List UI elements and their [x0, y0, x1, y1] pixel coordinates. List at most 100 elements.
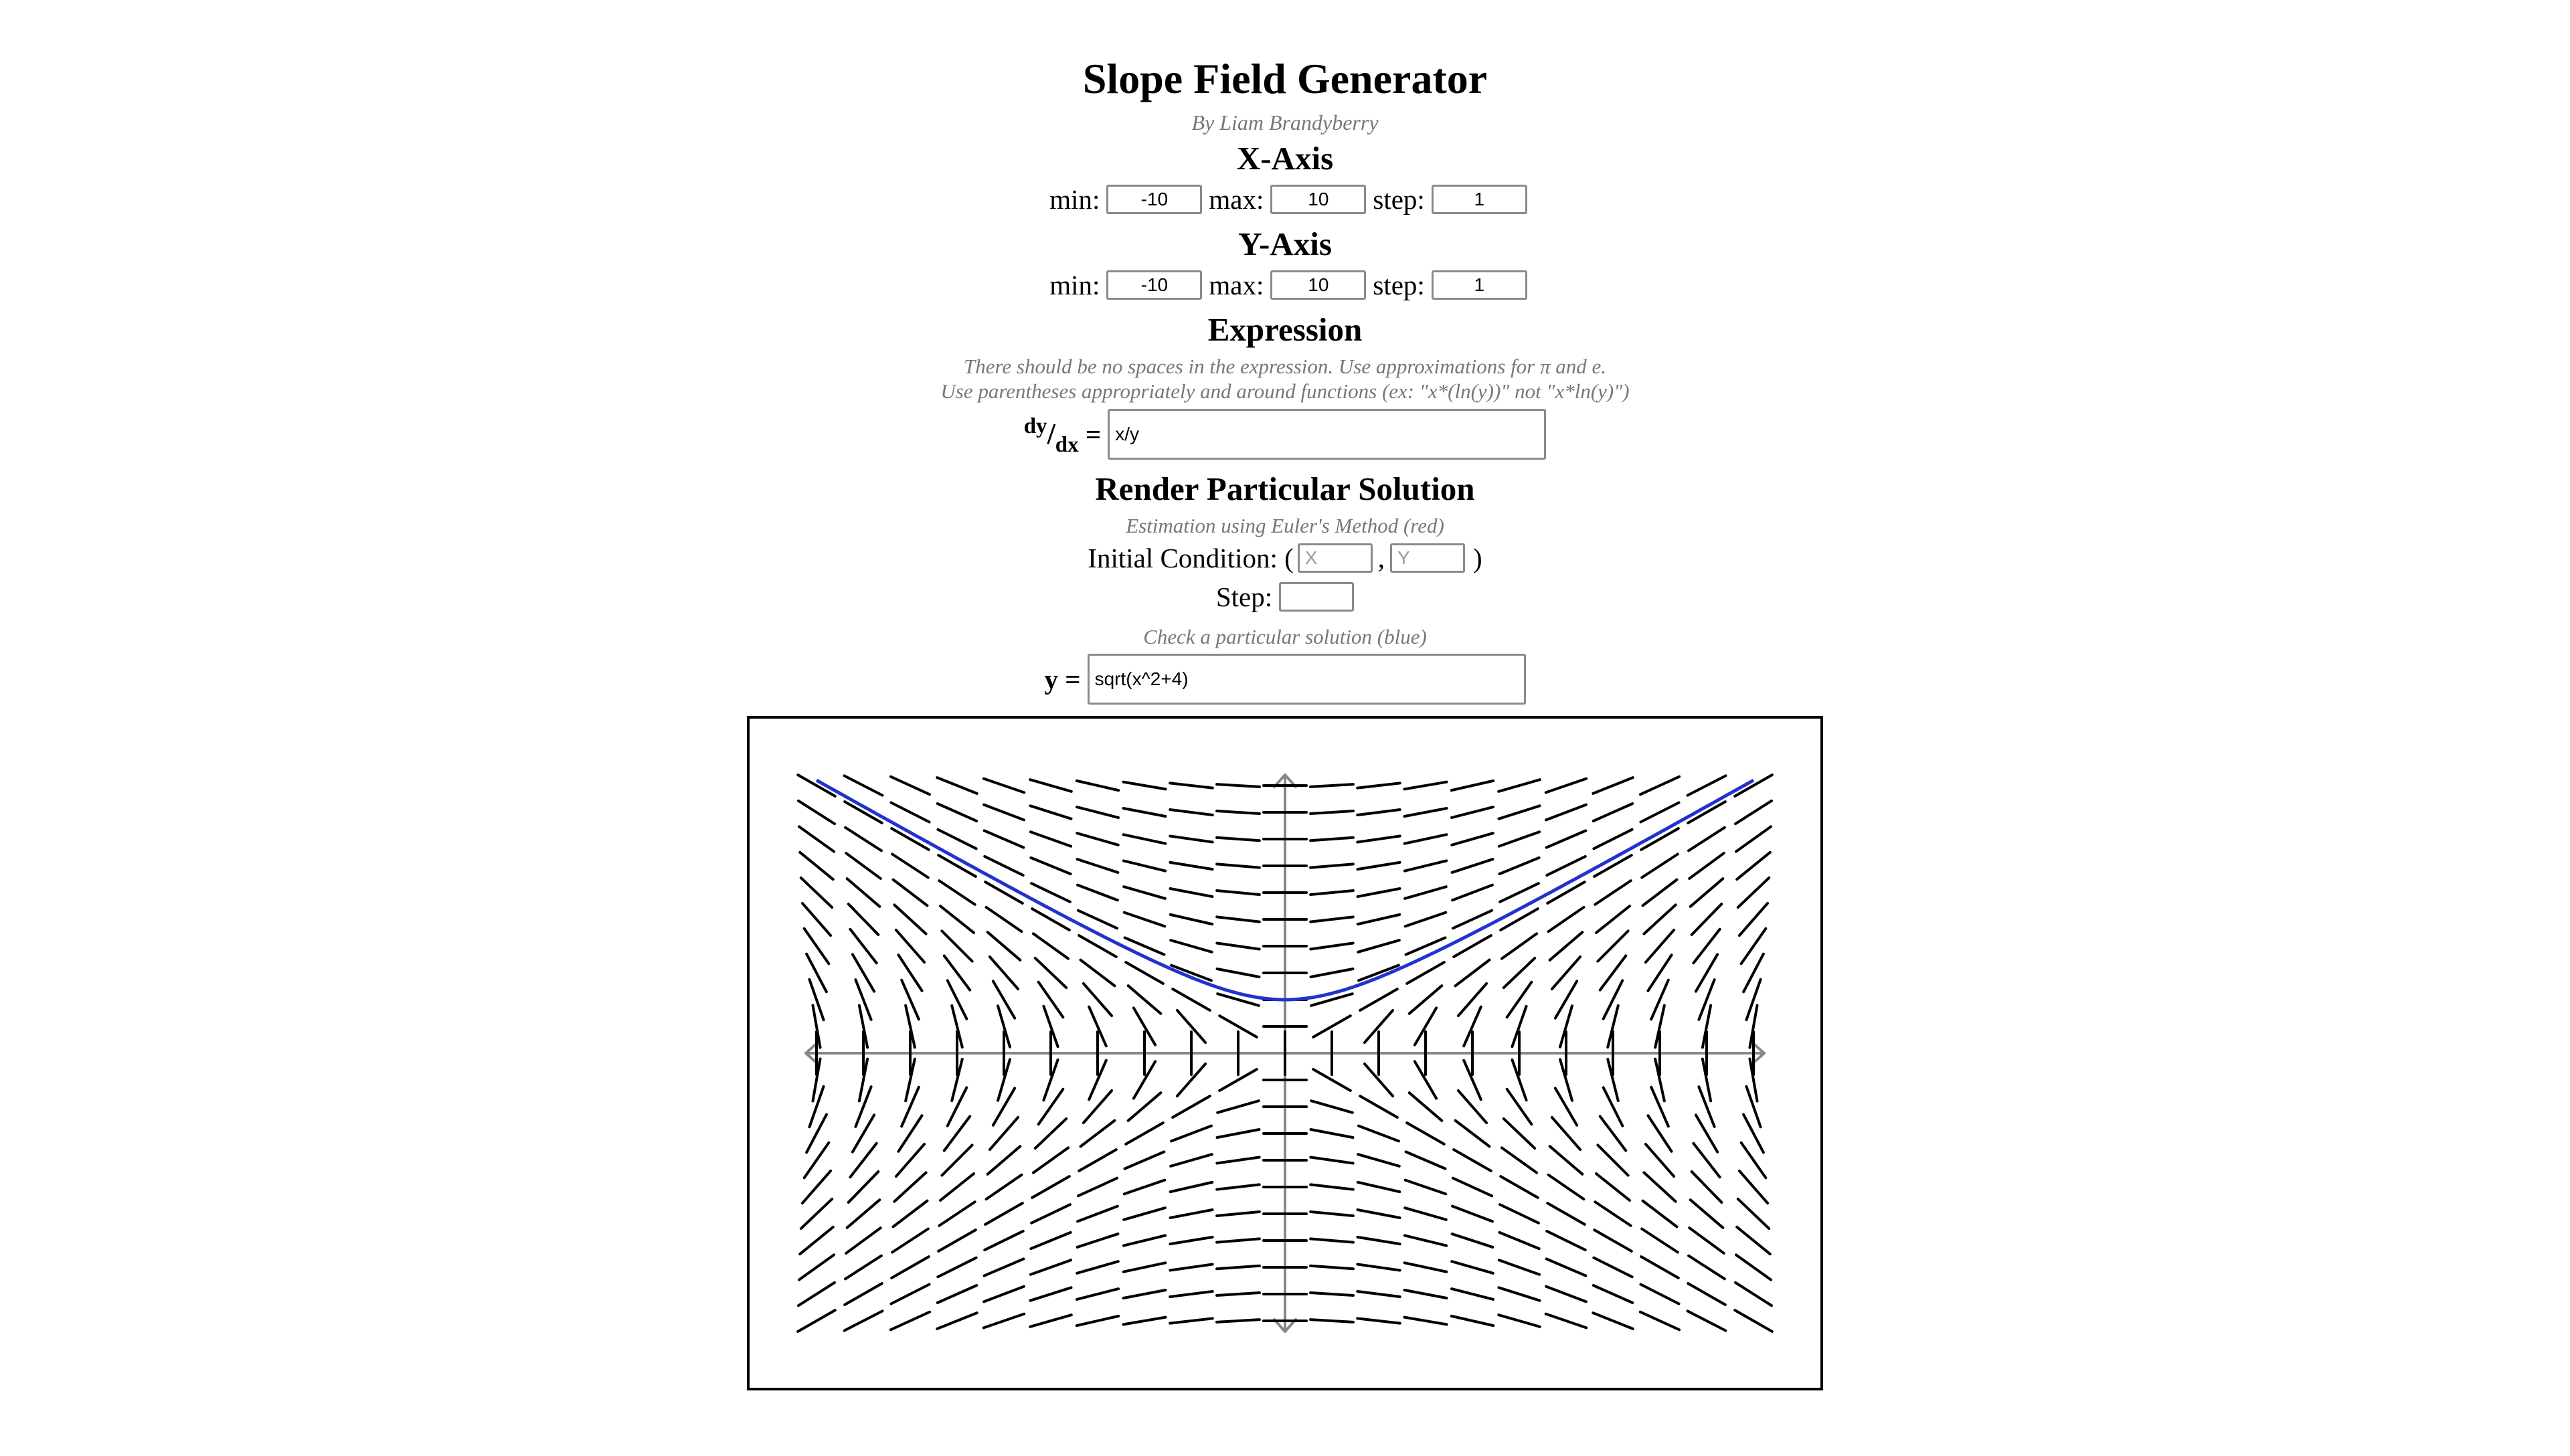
expression-note-2: Use parentheses appropriately and around…: [940, 379, 1630, 403]
slope-segment: [1450, 858, 1494, 874]
x-step-input[interactable]: [1431, 185, 1527, 214]
expression-input[interactable]: [1108, 409, 1547, 460]
x-min-label: min:: [1049, 183, 1100, 215]
slope-segment: [805, 1113, 828, 1154]
slope-segment: [1742, 952, 1765, 994]
slope-segment: [950, 1057, 964, 1103]
slope-segment: [1592, 1256, 1634, 1279]
solution-input[interactable]: [1087, 654, 1526, 705]
slope-segment: [1309, 1156, 1355, 1165]
slope-segment: [1451, 909, 1494, 930]
slope-segment: [1701, 1057, 1713, 1103]
x-max-input[interactable]: [1270, 185, 1367, 214]
slope-segment: [1742, 1113, 1765, 1154]
slope-segment: [940, 929, 974, 963]
slope-segment: [1602, 979, 1624, 1020]
slope-segment: [1078, 934, 1118, 958]
y-max-input[interactable]: [1270, 270, 1367, 300]
slope-segment: [889, 775, 932, 796]
slope-segment: [1215, 1318, 1261, 1324]
slope-segment: [1640, 827, 1680, 851]
slope-segment: [1218, 1068, 1258, 1092]
slope-segment: [1310, 992, 1354, 1007]
slope-segment: [897, 953, 924, 992]
slope-segment: [802, 1141, 831, 1180]
slope-segment: [796, 1281, 837, 1307]
slope-segment: [1403, 1178, 1448, 1196]
slope-segment: [1079, 1119, 1116, 1148]
slope-segment: [997, 1004, 1011, 1049]
slope-segment: [1359, 988, 1399, 1012]
slope-segment: [1122, 780, 1167, 791]
slope-segment: [942, 1115, 972, 1152]
slope-segment: [1545, 1285, 1588, 1303]
slope-segment: [1454, 1119, 1491, 1148]
slope-segment: [844, 826, 883, 852]
slope-segment: [939, 905, 975, 934]
slope-segment: [797, 1253, 836, 1281]
slope-segment: [1169, 782, 1214, 790]
slope-segment: [1122, 859, 1167, 873]
slope-segment: [893, 903, 928, 935]
slope-segment: [811, 1004, 822, 1049]
slope-segment: [1452, 934, 1492, 958]
slope-segment: [1502, 1117, 1537, 1150]
initial-x-input[interactable]: [1297, 543, 1373, 573]
slope-segment: [1638, 1310, 1681, 1332]
slope-segment: [1595, 1172, 1631, 1202]
slope-segment: [1403, 807, 1448, 818]
slope-segment: [1312, 1014, 1352, 1038]
slope-segment: [1215, 862, 1261, 869]
slope-segment: [1502, 956, 1537, 990]
slope-segment: [900, 1085, 920, 1128]
slope-segment: [1075, 1287, 1120, 1301]
slope-segment: [1169, 808, 1214, 817]
slope-segment: [1076, 858, 1120, 874]
slope-segment: [1733, 799, 1774, 826]
slope-segment: [1031, 932, 1070, 960]
slope-segment: [1169, 1208, 1214, 1219]
slope-segment: [1215, 968, 1261, 978]
slope-segment: [1079, 958, 1116, 988]
y-min-input[interactable]: [1106, 270, 1203, 300]
slope-segment: [1122, 1206, 1167, 1221]
slope-segment: [984, 1173, 1023, 1201]
slope-segment: [1215, 783, 1261, 788]
slope-segment: [984, 1202, 1024, 1226]
slope-segment: [1309, 1237, 1355, 1244]
slope-segment: [982, 1257, 1025, 1277]
slope-segment: [936, 1284, 978, 1304]
slope-segment: [1076, 883, 1119, 902]
slope-segment: [1037, 980, 1065, 1019]
slope-segment: [1511, 1004, 1528, 1049]
initial-y-input[interactable]: [1390, 543, 1466, 573]
slope-segment: [1076, 909, 1119, 930]
slope-segment: [1357, 939, 1401, 953]
slope-segment: [1126, 1091, 1163, 1122]
slope-segment: [1745, 1085, 1762, 1129]
slope-segment: [986, 1145, 1022, 1176]
particular-heading: Render Particular Solution: [1095, 470, 1475, 507]
slope-segment: [1644, 1142, 1676, 1178]
x-min-input[interactable]: [1106, 185, 1203, 214]
slope-segment: [1544, 1312, 1588, 1330]
slope-segment: [1124, 961, 1165, 985]
slope-segment: [1356, 1263, 1401, 1272]
slope-segment: [1450, 1233, 1494, 1249]
slope-segment: [845, 852, 882, 880]
slope-segment: [1500, 1146, 1539, 1174]
slope-segment: [1404, 1150, 1447, 1170]
slope-segment: [854, 978, 873, 1021]
slope-segment: [1403, 833, 1448, 845]
step-input[interactable]: [1279, 582, 1355, 612]
slope-segment: [1122, 911, 1167, 928]
slope-segment: [1606, 1057, 1620, 1103]
y-step-input[interactable]: [1431, 270, 1527, 300]
slope-segment: [891, 1227, 930, 1254]
slope-segment: [1356, 1235, 1401, 1246]
slope-segment: [1076, 1233, 1120, 1249]
byline: By Liam Brandyberry: [1191, 110, 1379, 134]
slope-segment: [1694, 953, 1719, 993]
slope-segment: [982, 803, 1025, 822]
slope-segment: [1559, 1058, 1573, 1102]
